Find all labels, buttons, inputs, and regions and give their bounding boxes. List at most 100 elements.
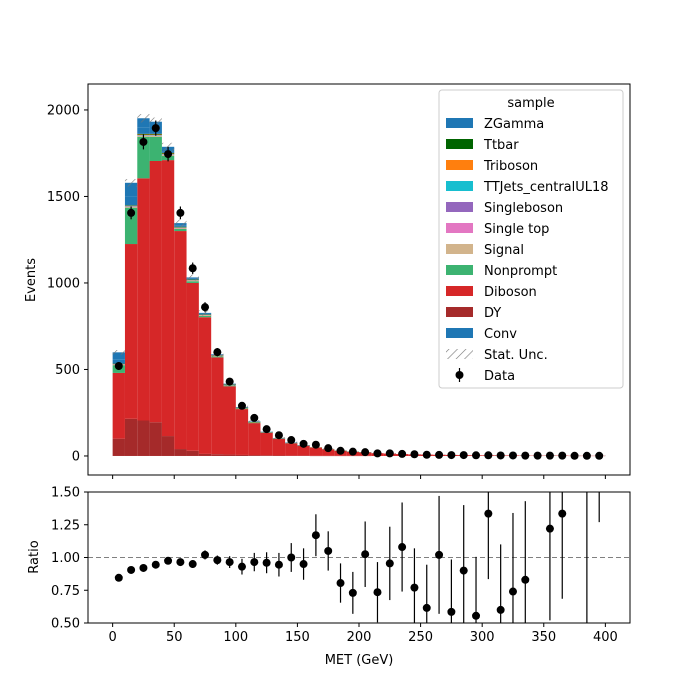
ratio-point [447,607,456,616]
data-point [225,377,234,386]
legend-label-singleboson: Singleboson [484,201,563,216]
main-y-tick-label: 1500 [47,190,80,205]
ratio-y-tick-label: 1.25 [51,518,80,533]
ratio-point [139,563,148,572]
data-point [545,451,554,460]
ratio-point [201,550,210,559]
bar-dy [174,449,187,456]
bar-dy [235,454,249,456]
bar-dy [161,436,175,456]
legend-items: ZGamma Ttbar Triboson TTJets_centralUL18 Sin… [446,117,609,384]
stack-bars [112,118,606,457]
legend-box [438,89,624,389]
bar-signal [186,280,199,282]
ratio-point [287,553,296,562]
data-point [595,451,604,460]
ratio-point [435,550,444,559]
data-point [348,447,357,456]
legend-swatch-ttbar [446,139,473,149]
data-point [484,451,493,460]
ratio-y-ticks: 0.50 0.75 1.00 1.25 1.50 [51,486,88,632]
data-point [114,362,123,371]
bar-diboson [322,449,335,456]
ratio-y-axis-label: Ratio [27,540,42,573]
bar-zgamma [112,359,125,364]
legend-swatch-triboson [446,160,473,170]
data-point [311,440,320,449]
bar-zgamma [137,127,150,134]
bar-diboson [198,317,212,454]
ratio-point [262,558,271,567]
data-point [385,449,394,458]
ratio-plot: 0.50 0.75 1.00 1.25 1.50 0 50 100 150 200 250 300 3… [27,486,631,668]
stat-unc-bin [137,114,150,123]
data-point [435,450,444,459]
bar-nonprompt [149,136,162,161]
ratio-point [324,546,333,555]
bar-zgamma [124,196,138,206]
data-point [139,137,148,146]
ratio-x-tick-label: 350 [531,630,556,645]
ratio-point [225,558,234,567]
bar-nonprompt [198,315,212,318]
bar-signal [174,228,187,229]
bar-nonprompt [174,228,187,232]
bar-diboson [161,160,175,437]
bar-diboson [309,447,323,456]
legend-title: sample [507,96,554,111]
ratio-point [484,509,493,518]
ratio-x-axis-label: MET (GeV) [325,653,394,668]
legend-swatch-zgamma [446,118,473,128]
main-y-ticks: 0 500 1000 1500 2000 [47,103,88,464]
data-point [127,208,136,217]
data-point [299,439,308,448]
data-point [151,124,160,133]
data-point [447,451,456,460]
bar-ttbar [124,205,138,206]
ratio-point [213,556,222,565]
legend-swatch-signal [446,244,473,254]
bar-diboson [223,386,236,455]
data-point [201,303,210,312]
bar-nonprompt [186,281,199,283]
ratio-x-tick-label: 200 [347,630,372,645]
data-point [398,449,407,458]
data-point [508,451,517,460]
data-point [582,451,591,460]
ratio-point [299,560,308,569]
data-point [472,451,481,460]
main-y-tick-label: 0 [72,449,80,464]
ratio-y-tick-label: 1.00 [51,551,80,566]
data-point [496,451,505,460]
main-y-axis-label: Events [24,258,39,302]
stat-unc-bin [112,350,125,355]
ratio-point [188,560,197,569]
data-point [324,444,333,453]
legend-label-data: Data [484,369,515,384]
bar-dy [186,450,199,456]
ratio-point [545,524,554,533]
data-point [373,449,382,458]
bar-nonprompt [124,207,138,245]
ratio-point [348,588,357,597]
ratio-x-tick-label: 50 [166,630,183,645]
ratio-point [164,556,173,565]
legend-swatch-stat-unc [446,349,473,359]
data-point [410,450,419,459]
bar-diboson [297,445,310,456]
data-point [287,436,296,445]
ratio-x-tick-label: 300 [470,630,495,645]
ratio-point [410,583,419,592]
data-point [188,264,197,273]
ratio-y-tick-label: 0.75 [51,584,80,599]
legend-label-ttjets-centralul18: TTJets_centralUL18 [483,180,609,195]
ratio-point [558,509,567,518]
data-point [570,451,579,460]
data-point [274,431,283,440]
ratio-point [361,550,370,559]
stat-unc-bin [174,219,187,227]
ratio-point [373,588,382,597]
main-y-tick-label: 2000 [47,103,80,118]
legend-label-conv: Conv [484,327,517,342]
